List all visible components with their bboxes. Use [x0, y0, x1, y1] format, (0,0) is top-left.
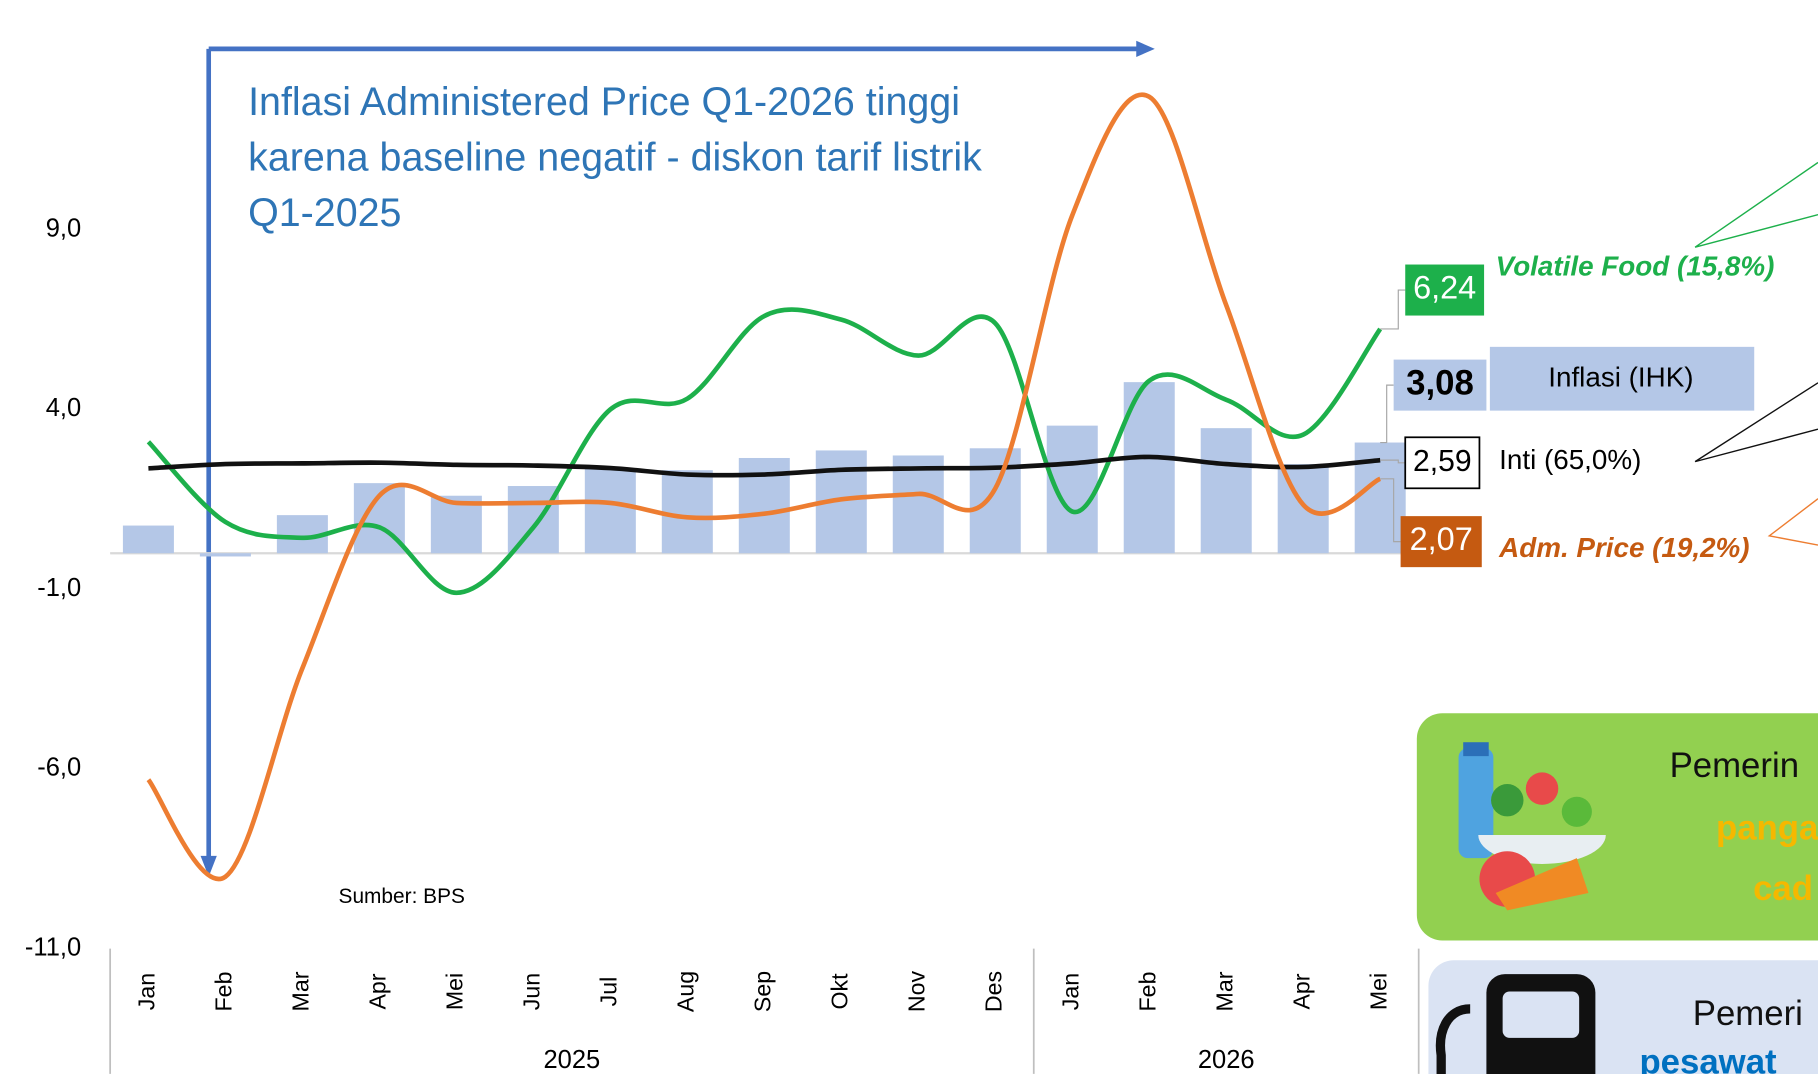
- x-tick-label: Feb: [1134, 972, 1160, 1012]
- y-tick-label: -11,0: [25, 933, 81, 961]
- legend-label: Volatile Food (15,8%): [1496, 250, 1775, 281]
- x-tick-label: Apr: [364, 973, 390, 1009]
- value-label-box: [1393, 359, 1487, 411]
- x-tick-label: Mei: [1365, 973, 1391, 1010]
- y-tick-label: -1,0: [37, 574, 81, 602]
- panel-text: Pemerin: [1670, 747, 1799, 785]
- callout-lines: [1694, 161, 1818, 546]
- leader-line: [1380, 384, 1394, 444]
- x-tick-label: Sep: [749, 971, 775, 1012]
- annotation: Q1-2025: [248, 191, 401, 235]
- bar: [507, 486, 559, 554]
- x-tick-label: Jun: [518, 973, 544, 1010]
- value-label-box: [1400, 516, 1482, 568]
- bar: [122, 525, 174, 554]
- leader-line: [1380, 459, 1406, 464]
- x-tick-label: Des: [980, 971, 1006, 1012]
- bar: [1200, 428, 1252, 554]
- y-tick-label: 4,0: [46, 394, 81, 422]
- bar: [584, 468, 636, 554]
- legend-label: Adm. Price (19,2%): [1498, 532, 1749, 563]
- y-tick-label: 9,0: [46, 214, 81, 242]
- bar: [199, 553, 251, 557]
- x-tick-label: Jul: [595, 977, 621, 1007]
- leader-line: [1380, 478, 1401, 543]
- x-tick-label: Nov: [903, 970, 929, 1012]
- food-icon: [1458, 742, 1606, 911]
- panel-text: cad: [1753, 870, 1813, 908]
- value-label-box: [1405, 264, 1485, 316]
- value-label: 2,07: [1410, 521, 1473, 557]
- x-tick-label: Mar: [1211, 971, 1237, 1011]
- value-label: 3,08: [1406, 364, 1474, 402]
- x-group-label: 2026: [1198, 1046, 1255, 1074]
- annotation: Inflasi Administered Price Q1-2026 tingg…: [248, 80, 960, 124]
- x-tick-label: Mei: [441, 973, 467, 1010]
- x-tick-label: Jan: [1057, 973, 1083, 1010]
- x-tick-label: Jan: [134, 973, 160, 1010]
- legend-label: Inti (65,0%): [1499, 444, 1641, 475]
- x-tick-label: Apr: [1288, 973, 1314, 1009]
- fuel-icon: [1435, 974, 1596, 1074]
- y-tick-label: -6,0: [37, 754, 81, 782]
- value-label: 6,24: [1413, 270, 1476, 306]
- panel-text: pesawat: [1639, 1044, 1777, 1074]
- legend-box: [1489, 346, 1755, 411]
- value-label-box: [1404, 436, 1481, 490]
- value-label: 2,59: [1413, 445, 1472, 478]
- x-group-label: 2025: [543, 1046, 600, 1074]
- line: [146, 92, 1382, 882]
- bar: [969, 448, 1021, 554]
- leader-line: [1380, 289, 1406, 330]
- x-tick-label: Mar: [288, 971, 314, 1011]
- bar: [661, 470, 713, 554]
- line: [148, 454, 1381, 478]
- line: [146, 307, 1383, 596]
- bar: [1354, 442, 1406, 554]
- panel-text: Pemeri: [1693, 995, 1803, 1033]
- x-tick-label: Aug: [672, 971, 698, 1012]
- annotation-arrow: [200, 40, 1155, 877]
- x-tick-label: Feb: [211, 972, 237, 1012]
- annotation: karena baseline negatif - diskon tarif l…: [248, 136, 982, 180]
- source: Sumber: BPS: [339, 885, 465, 908]
- panel-text: panga: [1716, 810, 1818, 848]
- x-tick-label: Okt: [826, 973, 852, 1010]
- legend-label: Inflasi (IHK): [1548, 362, 1693, 393]
- bar: [892, 455, 944, 554]
